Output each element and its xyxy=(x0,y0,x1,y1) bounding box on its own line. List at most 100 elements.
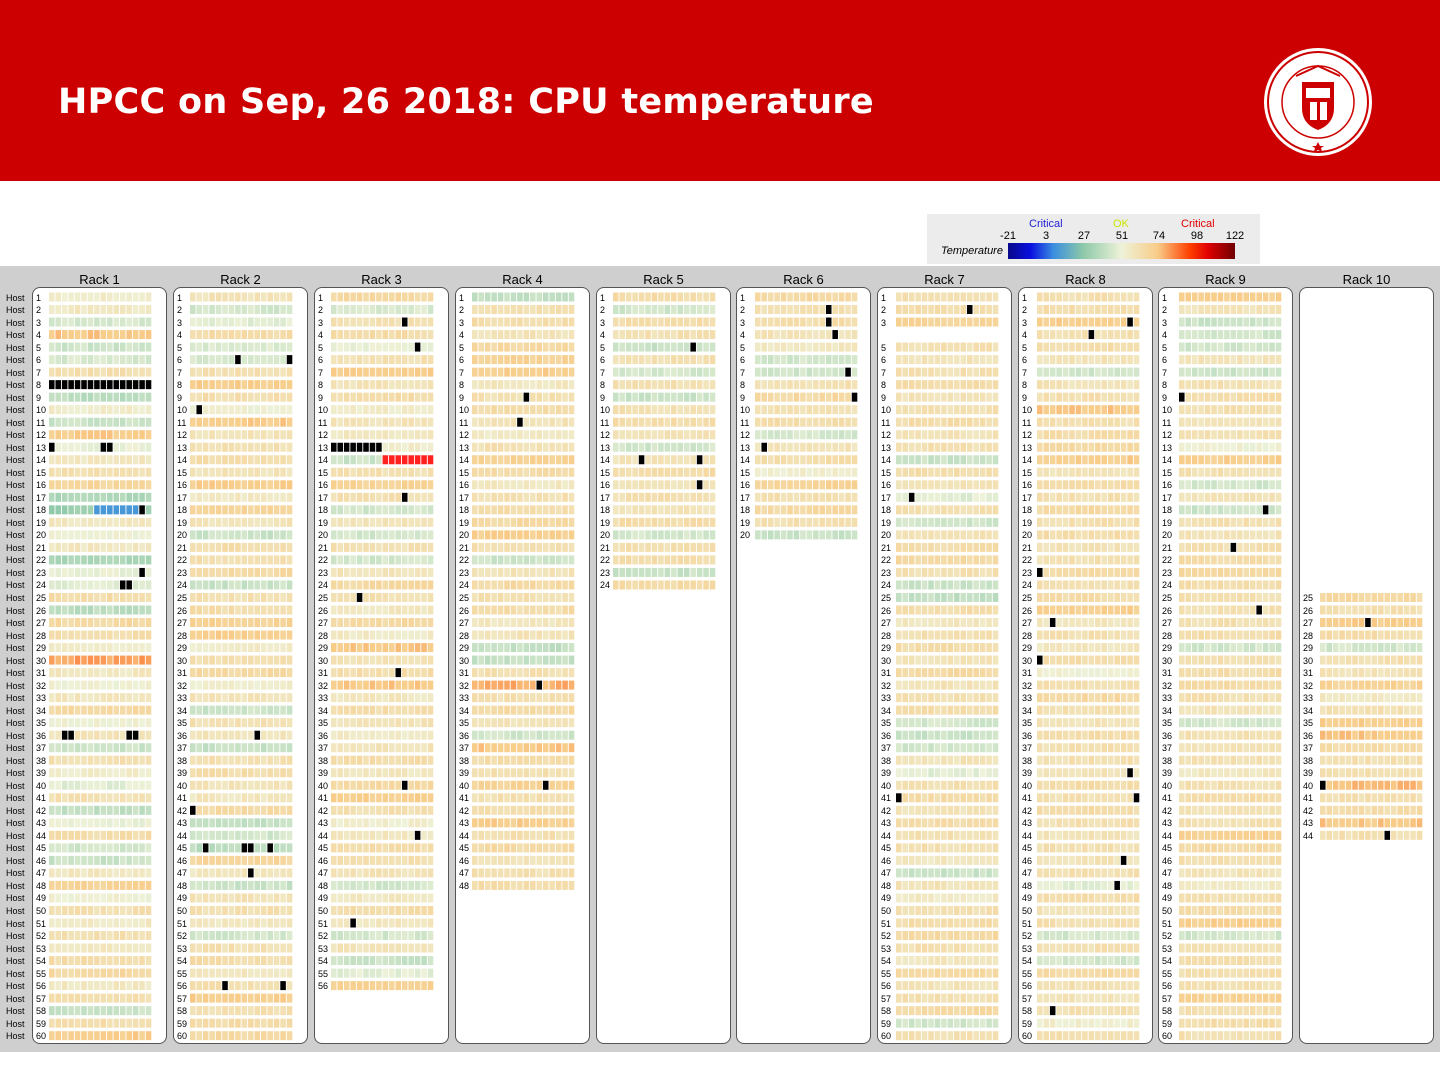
host-number: 49 xyxy=(36,893,47,904)
temperature-cell xyxy=(421,555,427,565)
temperature-cell xyxy=(787,505,793,515)
temperature-cell xyxy=(421,743,427,753)
temperature-cell xyxy=(851,530,858,540)
temperature-cell xyxy=(780,517,787,527)
temperature-cell xyxy=(555,680,562,690)
temperature-cell xyxy=(382,517,389,527)
temperature-cell xyxy=(902,355,908,365)
temperature-cell xyxy=(196,417,202,427)
temperature-cell xyxy=(780,530,787,540)
temperature-cell xyxy=(530,592,536,602)
temperature-cell xyxy=(677,292,684,302)
temperature-cell xyxy=(145,467,152,477)
temperature-cell xyxy=(954,367,960,377)
host-number: 19 xyxy=(177,517,188,528)
temperature-cell xyxy=(215,830,222,840)
temperature-cell xyxy=(568,680,575,690)
temperature-cell xyxy=(562,605,568,615)
host-number: 19 xyxy=(1162,517,1173,528)
temperature-cell xyxy=(202,1031,209,1041)
temperature-cell xyxy=(55,305,61,315)
temperature-cell xyxy=(228,655,235,665)
temperature-cell xyxy=(100,918,107,928)
temperature-cell xyxy=(107,780,113,790)
temperature-cell xyxy=(126,1031,132,1041)
temperature-cell xyxy=(87,542,94,552)
temperature-cell xyxy=(202,330,209,340)
temperature-cell xyxy=(401,931,408,941)
temperature-cell xyxy=(202,943,209,953)
temperature-cell xyxy=(568,643,575,653)
temperature-cell xyxy=(145,943,152,953)
temperature-cell xyxy=(74,768,81,778)
temperature-cell xyxy=(806,405,813,415)
temperature-cell xyxy=(427,405,434,415)
host-label: Host xyxy=(6,993,25,1004)
temperature-cell xyxy=(74,968,81,978)
temperature-cell xyxy=(401,630,408,640)
temperature-cell xyxy=(915,342,921,352)
host-number: 9 xyxy=(177,392,183,403)
temperature-cell xyxy=(497,780,504,790)
temperature-cell xyxy=(337,668,343,678)
temperature-cell xyxy=(94,755,100,765)
temperature-cell xyxy=(145,1018,152,1028)
temperature-cell xyxy=(562,668,568,678)
temperature-cell xyxy=(619,492,625,502)
temperature-cell xyxy=(696,505,703,515)
temperature-cell xyxy=(542,492,549,502)
temperature-cell xyxy=(94,868,100,878)
temperature-cell xyxy=(517,305,523,315)
temperature-cell xyxy=(350,367,356,377)
temperature-cell xyxy=(401,480,408,490)
temperature-cell xyxy=(132,918,139,928)
temperature-cell xyxy=(61,905,68,915)
host-number: 15 xyxy=(459,467,470,478)
host-number: 30 xyxy=(459,655,470,666)
temperature-cell xyxy=(202,793,209,803)
temperature-cell xyxy=(132,305,139,315)
temperature-cell xyxy=(517,292,523,302)
temperature-cell xyxy=(536,505,543,515)
temperature-cell xyxy=(222,680,228,690)
host-number: 34 xyxy=(459,705,470,716)
temperature-cell xyxy=(74,843,81,853)
temperature-cell xyxy=(421,943,427,953)
temperature-cell xyxy=(376,530,382,540)
temperature-cell xyxy=(491,580,497,590)
temperature-cell xyxy=(273,580,280,590)
temperature-cell xyxy=(190,768,196,778)
host-number: 24 xyxy=(881,580,892,591)
temperature-cell xyxy=(209,305,215,315)
temperature-cell xyxy=(113,618,120,628)
temperature-cell xyxy=(68,330,74,340)
host-number: 10 xyxy=(1162,405,1173,416)
temperature-cell xyxy=(190,905,196,915)
host-number: 42 xyxy=(1022,805,1033,816)
temperature-cell xyxy=(267,380,273,390)
temperature-cell xyxy=(202,843,209,853)
temperature-cell xyxy=(241,555,248,565)
temperature-cell xyxy=(331,880,337,890)
temperature-cell xyxy=(703,505,709,515)
temperature-cell xyxy=(504,380,510,390)
temperature-cell xyxy=(267,442,273,452)
temperature-cell xyxy=(568,705,575,715)
temperature-cell xyxy=(683,317,690,327)
temperature-cell xyxy=(703,330,709,340)
temperature-cell xyxy=(568,455,575,465)
temperature-cell xyxy=(921,405,928,415)
host-number: 22 xyxy=(318,555,329,566)
host-number: 15 xyxy=(1162,467,1173,478)
temperature-cell xyxy=(825,430,832,440)
temperature-cell xyxy=(337,618,343,628)
temperature-cell xyxy=(658,405,664,415)
temperature-cell xyxy=(215,655,222,665)
temperature-cell xyxy=(74,455,81,465)
host-number: 6 xyxy=(1022,355,1028,366)
temperature-cell xyxy=(68,830,74,840)
temperature-cell xyxy=(107,442,113,452)
temperature-cell xyxy=(568,693,575,703)
temperature-cell xyxy=(395,693,402,703)
legend-tick: 3 xyxy=(1042,230,1050,242)
